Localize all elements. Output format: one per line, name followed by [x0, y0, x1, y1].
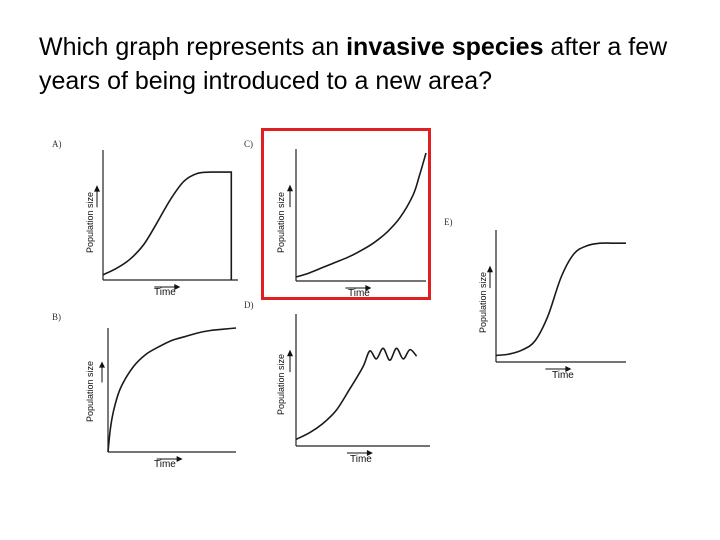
x-arrow-head: [565, 366, 572, 372]
series-line: [107, 327, 237, 453]
y-axis-label: Population size: [478, 271, 488, 333]
series-line: [102, 171, 233, 280]
y-arrow-head: [287, 184, 293, 192]
chart-panel-b: B) Population size Time: [48, 308, 248, 478]
question-text: Which graph represents an invasive speci…: [39, 30, 699, 98]
y-axis-label: Population size: [276, 353, 286, 415]
panel-label: A): [52, 139, 62, 149]
y-arrow-head: [94, 185, 100, 192]
chart-plot: [99, 327, 237, 462]
panel-label: E): [444, 217, 453, 227]
x-arrow-head: [366, 450, 373, 456]
x-axis-label: Time: [350, 454, 372, 465]
chart-panel-c: C) Population size Time: [240, 135, 440, 305]
x-axis-label: Time: [552, 370, 574, 381]
series-line: [495, 242, 626, 357]
panel-label: D): [244, 300, 254, 310]
x-axis-label: Time: [154, 287, 176, 298]
chart-plot: [287, 149, 427, 291]
x-axis-label: Time: [348, 288, 370, 299]
series-line: [295, 347, 418, 441]
y-arrow-head: [99, 361, 105, 368]
chart-panel-a: A) Population size Time: [48, 135, 248, 305]
chart-plot: [94, 150, 238, 290]
chart-panel-d: D) Population size Time: [240, 300, 440, 470]
x-arrow-head: [174, 284, 181, 290]
answer-highlight-box: [261, 128, 431, 300]
chart-plot: [487, 230, 626, 372]
y-arrow-head: [487, 265, 493, 273]
panel-label: B): [52, 312, 61, 322]
series-line: [295, 152, 427, 278]
x-arrow-head: [365, 285, 372, 291]
y-axis-label: Population size: [85, 360, 95, 422]
y-axis-label: Population size: [85, 191, 95, 253]
panel-label: C): [244, 139, 253, 149]
question-part2: after a few years of being introduced to…: [39, 33, 668, 95]
question-part1: Which graph represents an: [39, 33, 347, 61]
chart-plot: [287, 314, 430, 456]
chart-panel-e: E) Population size Time: [440, 215, 640, 385]
question-emphasis: invasive species: [346, 33, 544, 61]
y-arrow-head: [287, 349, 293, 357]
x-axis-label: Time: [154, 459, 176, 470]
x-arrow-head: [176, 456, 183, 462]
